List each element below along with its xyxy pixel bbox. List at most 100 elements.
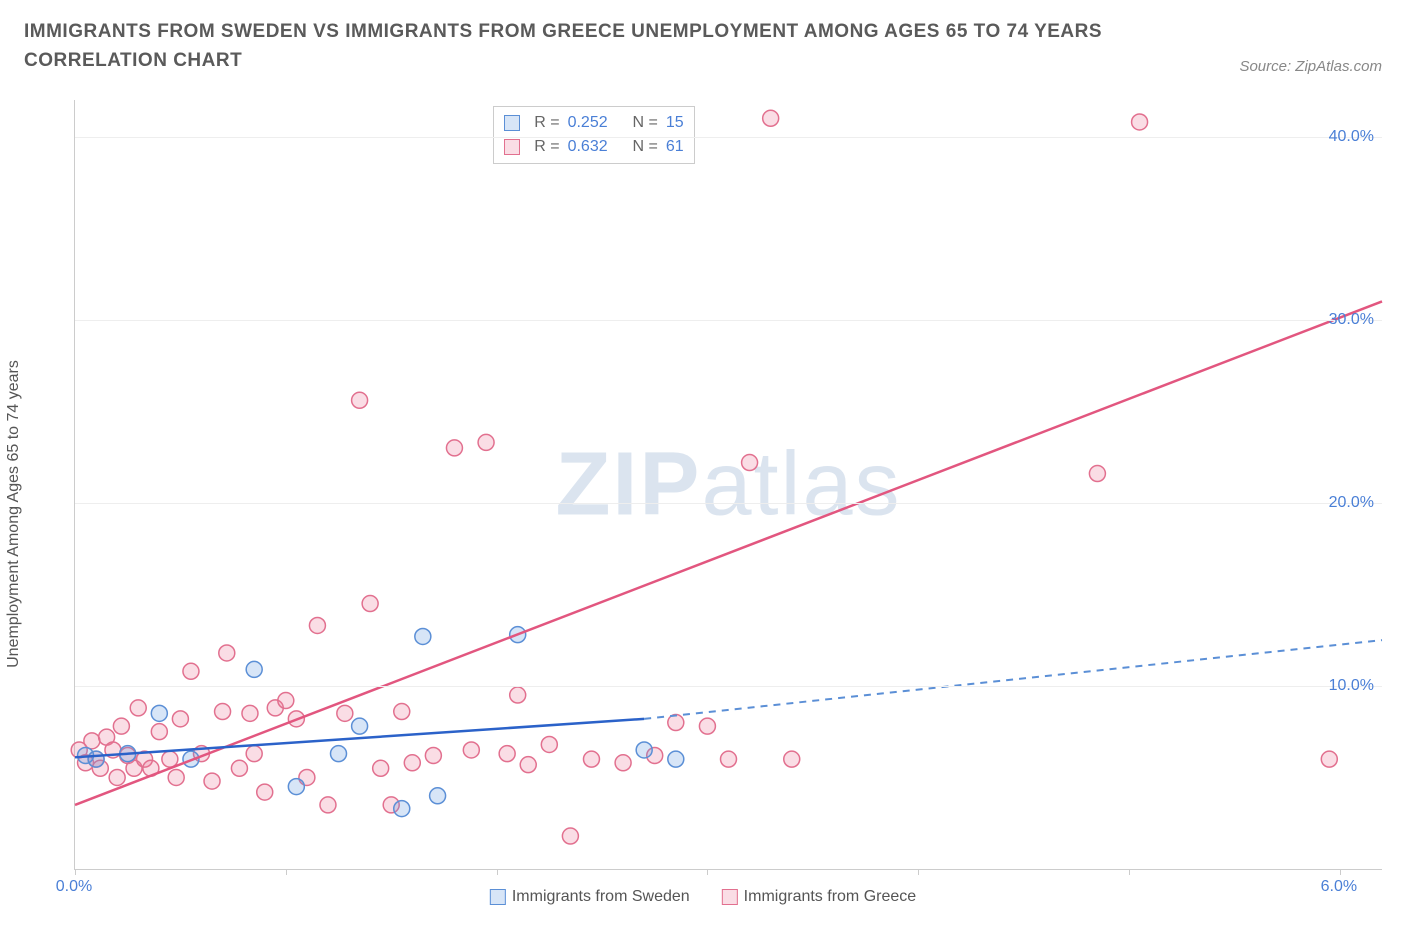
data-point (562, 828, 578, 844)
data-point (742, 455, 758, 471)
plot-svg (75, 100, 1382, 869)
data-point (337, 705, 353, 721)
stats-row: R = 0.252 N = 15 (504, 111, 683, 135)
data-point (446, 440, 462, 456)
x-tick (1129, 869, 1130, 875)
r-label: R = (534, 135, 559, 159)
data-point (130, 700, 146, 716)
y-tick-label: 10.0% (1329, 677, 1374, 695)
legend-swatch (504, 139, 520, 155)
data-point (430, 788, 446, 804)
stats-row: R = 0.632 N = 61 (504, 135, 683, 159)
data-point (219, 645, 235, 661)
data-point (394, 704, 410, 720)
data-point (242, 705, 258, 721)
data-point (84, 733, 100, 749)
stats-legend-box: R = 0.252 N = 15R = 0.632 N = 61 (493, 106, 694, 164)
x-tick (75, 869, 76, 875)
legend-swatch (722, 889, 738, 905)
data-point (331, 746, 347, 762)
data-point (699, 718, 715, 734)
data-point (309, 617, 325, 633)
legend-label: Immigrants from Greece (744, 888, 916, 905)
data-point (463, 742, 479, 758)
data-point (510, 687, 526, 703)
data-point (583, 751, 599, 767)
y-axis-label: Unemployment Among Ages 65 to 74 years (5, 360, 23, 668)
data-point (615, 755, 631, 771)
data-point (1321, 751, 1337, 767)
data-point (499, 746, 515, 762)
data-point (109, 769, 125, 785)
n-label: N = (633, 111, 658, 135)
r-value: 0.632 (568, 135, 608, 159)
trend-line-greece (75, 301, 1382, 805)
data-point (246, 746, 262, 762)
grid-line (75, 137, 1382, 138)
plot-region: ZIPatlas R = 0.252 N = 15R = 0.632 N = 6… (74, 100, 1382, 870)
data-point (204, 773, 220, 789)
data-point (162, 751, 178, 767)
data-point (784, 751, 800, 767)
legend-swatch (490, 889, 506, 905)
legend-label: Immigrants from Sweden (512, 888, 690, 905)
x-axis-legend: Immigrants from Sweden Immigrants from Gr… (490, 888, 916, 906)
data-point (541, 736, 557, 752)
y-tick-label: 30.0% (1329, 311, 1374, 329)
x-tick (286, 869, 287, 875)
grid-line (75, 320, 1382, 321)
data-point (425, 747, 441, 763)
legend-item: Immigrants from Greece (722, 888, 916, 906)
data-point (231, 760, 247, 776)
data-point (415, 628, 431, 644)
data-point (636, 742, 652, 758)
data-point (1089, 466, 1105, 482)
y-tick-label: 40.0% (1329, 128, 1374, 146)
n-value: 15 (666, 111, 684, 135)
x-tick (1340, 869, 1341, 875)
data-point (288, 779, 304, 795)
chart-header: IMMIGRANTS FROM SWEDEN VS IMMIGRANTS FRO… (0, 0, 1406, 83)
data-point (151, 705, 167, 721)
data-point (113, 718, 129, 734)
data-point (257, 784, 273, 800)
x-tick-label: 0.0% (56, 878, 92, 896)
data-point (373, 760, 389, 776)
trend-line-sweden-dashed (644, 640, 1382, 719)
data-point (168, 769, 184, 785)
x-tick (707, 869, 708, 875)
data-point (352, 392, 368, 408)
y-tick-label: 20.0% (1329, 494, 1374, 512)
data-point (246, 661, 262, 677)
data-point (151, 724, 167, 740)
grid-line (75, 503, 1382, 504)
data-point (362, 596, 378, 612)
data-point (320, 797, 336, 813)
chart-area: Unemployment Among Ages 65 to 74 years Z… (24, 100, 1382, 910)
data-point (404, 755, 420, 771)
data-point (1132, 114, 1148, 130)
data-point (352, 718, 368, 734)
data-point (520, 757, 536, 773)
legend-swatch (504, 115, 520, 131)
x-tick-label: 6.0% (1321, 878, 1357, 896)
x-tick (918, 869, 919, 875)
n-label: N = (633, 135, 658, 159)
data-point (215, 704, 231, 720)
data-point (478, 434, 494, 450)
legend-item: Immigrants from Sweden (490, 888, 690, 906)
source-credit: Source: ZipAtlas.com (1239, 58, 1382, 75)
x-tick (497, 869, 498, 875)
chart-title: IMMIGRANTS FROM SWEDEN VS IMMIGRANTS FRO… (24, 18, 1124, 75)
data-point (721, 751, 737, 767)
grid-line (75, 686, 1382, 687)
data-point (394, 801, 410, 817)
data-point (183, 663, 199, 679)
n-value: 61 (666, 135, 684, 159)
data-point (763, 110, 779, 126)
data-point (172, 711, 188, 727)
data-point (88, 751, 104, 767)
r-value: 0.252 (568, 111, 608, 135)
r-label: R = (534, 111, 559, 135)
data-point (668, 751, 684, 767)
